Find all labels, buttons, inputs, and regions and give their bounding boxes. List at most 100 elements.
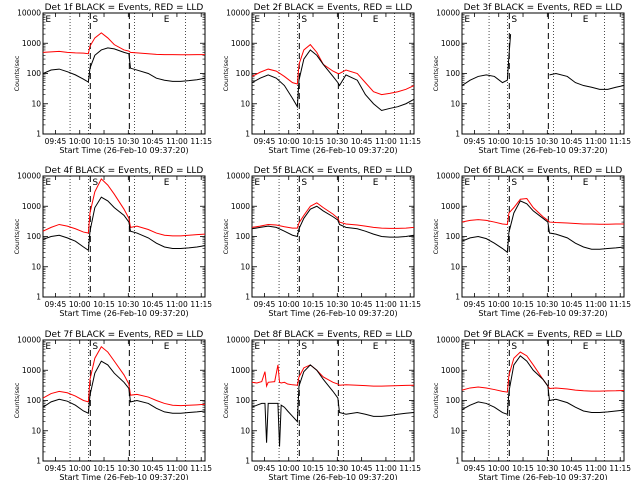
- panel-4-title: Det 4f BLACK = Events, RED = LLD: [45, 166, 204, 176]
- panel-3-xtick-label: 10:00: [488, 137, 510, 146]
- panel-6-xtick-label: 10:00: [488, 300, 510, 309]
- panel-7-marker-e: E: [45, 342, 51, 352]
- panel-6-marker-e: E: [464, 178, 470, 188]
- panel-9-marker-s: S: [511, 342, 517, 352]
- panel-1-xlabel: Start Time (26-Feb-10 09:37:20): [59, 146, 188, 155]
- panel-5-lld-line: [252, 202, 414, 229]
- panel-8-ytick-label: 10: [240, 426, 250, 435]
- panel-3-marker-e: E: [583, 15, 589, 25]
- panel-4-ytick-label: 10000: [17, 172, 41, 181]
- panel-6-marker-s: S: [511, 178, 517, 188]
- panel-8-xlabel: Start Time (26-Feb-10 09:37:20): [268, 473, 397, 480]
- panel-7-xtick-label: 10:30: [118, 464, 140, 473]
- panel-8-xtick-label: 11:00: [375, 464, 397, 473]
- panel-9-marker-e: E: [464, 342, 470, 352]
- panel-6-lld-line: [462, 197, 624, 226]
- panel-3: Det 3f BLACK = Events, RED = LLD 1 10 100 10…: [432, 3, 631, 155]
- panel-7-xtick-label: 11:00: [166, 464, 188, 473]
- panel-3-ytick-label: 10000: [436, 9, 460, 18]
- panel-3-frame: [461, 12, 625, 135]
- panel-2-marker-e: E: [254, 15, 260, 25]
- panel-4-xlabel: Start Time (26-Feb-10 09:37:20): [59, 309, 188, 318]
- panel-7-xtick-label: 10:45: [142, 464, 164, 473]
- panel-9-xlabel: Start Time (26-Feb-10 09:37:20): [478, 473, 607, 480]
- panel-9-xtick-label: 11:00: [585, 464, 607, 473]
- panel-4-ytick-label: 100: [27, 232, 42, 241]
- panel-9-ylabel: Counts/sec: [432, 382, 440, 418]
- panel-7-xtick-label: 09:45: [45, 464, 67, 473]
- panel-7-frame: [42, 339, 206, 462]
- panel-8-title: Det 8f BLACK = Events, RED = LLD: [254, 330, 413, 340]
- panel-8-xtick-label: 10:30: [327, 464, 349, 473]
- panel-4: Det 4f BLACK = Events, RED = LLD 1 10 100 10…: [13, 166, 212, 318]
- panel-2-xtick-label: 11:00: [375, 137, 397, 146]
- panel-8-marker-e: E: [373, 342, 379, 352]
- panel-8-marker-e: E: [254, 342, 260, 352]
- panel-2-ylabel: Counts/sec: [222, 55, 230, 91]
- panel-4-ytick-label: 1000: [22, 202, 41, 211]
- panel-1-xtick-label: 09:45: [45, 137, 67, 146]
- panel-3-xtick-label: 10:30: [537, 137, 559, 146]
- panel-2-ytick-label: 1: [245, 130, 250, 139]
- panel-6-xtick-label: 11:00: [585, 300, 607, 309]
- panel-5-frame: [251, 175, 415, 298]
- panel-5-xtick-label: 10:30: [327, 300, 349, 309]
- panel-9-xtick-label: 10:15: [512, 464, 534, 473]
- panel-8: Det 8f BLACK = Events, RED = LLD 1 10 100 10…: [222, 330, 421, 482]
- panel-8-xtick-label: 09:45: [254, 464, 276, 473]
- panel-3-ytick-label: 100: [446, 69, 461, 78]
- panel-5: Det 5f BLACK = Events, RED = LLD 1 10 100 10…: [222, 166, 421, 318]
- panel-1-xtick-label: 10:00: [69, 137, 91, 146]
- panel-1-ytick-label: 10: [31, 99, 41, 108]
- panel-7-marker-s: S: [92, 342, 98, 352]
- panel-9-frame: [461, 339, 625, 462]
- panel-1-marker-e: E: [45, 15, 51, 25]
- panel-2: Det 2f BLACK = Events, RED = LLD 1 10 100 10…: [222, 3, 421, 155]
- panel-8-ylabel: Counts/sec: [222, 382, 230, 418]
- panel-2-ytick-label: 100: [236, 69, 251, 78]
- panel-9-xtick-label: 10:00: [488, 464, 510, 473]
- panel-2-lld-line: [252, 43, 414, 96]
- panel-6-ytick-label: 10: [450, 262, 460, 271]
- panel-3-marker-s: S: [511, 15, 517, 25]
- panel-8-frame: [251, 339, 415, 462]
- panel-2-xtick-label: 11:15: [399, 137, 421, 146]
- panel-5-marker-e: E: [254, 178, 260, 188]
- panel-3-xtick-label: 11:15: [609, 137, 631, 146]
- panel-8-ytick-label: 10000: [226, 336, 250, 345]
- panel-6-marker-e: E: [583, 178, 589, 188]
- panel-4-xtick-label: 11:00: [166, 300, 188, 309]
- panel-7-ytick-label: 10000: [17, 336, 41, 345]
- panel-2-marker-s: S: [301, 15, 307, 25]
- panel-8-marker-s: S: [301, 342, 307, 352]
- panel-9-ytick-label: 1: [455, 457, 460, 466]
- panel-2-xtick-label: 10:15: [302, 137, 324, 146]
- panel-2-marker-e: E: [373, 15, 379, 25]
- panel-4-xtick-label: 10:15: [93, 300, 115, 309]
- panel-7-ylabel: Counts/sec: [13, 382, 21, 418]
- panel-9: Det 9f BLACK = Events, RED = LLD 1 10 100 10…: [432, 330, 631, 482]
- panel-1-xtick-label: 11:15: [190, 137, 212, 146]
- panel-7-marker-e: E: [164, 342, 170, 352]
- panel-6-ytick-label: 100: [446, 232, 461, 241]
- panel-1-events-line: [43, 47, 205, 83]
- panel-3-ytick-label: 1000: [441, 39, 460, 48]
- panel-3-xtick-label: 10:45: [561, 137, 583, 146]
- panel-2-title: Det 2f BLACK = Events, RED = LLD: [254, 3, 413, 13]
- panel-6-xtick-label: 10:45: [561, 300, 583, 309]
- panel-3-xtick-label: 10:15: [512, 137, 534, 146]
- panel-5-marker-e: E: [373, 178, 379, 188]
- panel-8-ytick-label: 100: [236, 396, 251, 405]
- panel-9-xtick-label: 10:30: [537, 464, 559, 473]
- panel-1-xtick-label: 10:30: [118, 137, 140, 146]
- panel-1-xtick-label: 11:00: [166, 137, 188, 146]
- panel-4-xtick-label: 10:00: [69, 300, 91, 309]
- panel-3-title: Det 3f BLACK = Events, RED = LLD: [464, 3, 623, 13]
- panel-6-title: Det 6f BLACK = Events, RED = LLD: [464, 166, 623, 176]
- panel-5-xtick-label: 10:15: [302, 300, 324, 309]
- panel-4-marker-e: E: [164, 178, 170, 188]
- panel-1-marker-s: S: [92, 15, 98, 25]
- panel-5-ytick-label: 100: [236, 232, 251, 241]
- panel-2-ytick-label: 10000: [226, 9, 250, 18]
